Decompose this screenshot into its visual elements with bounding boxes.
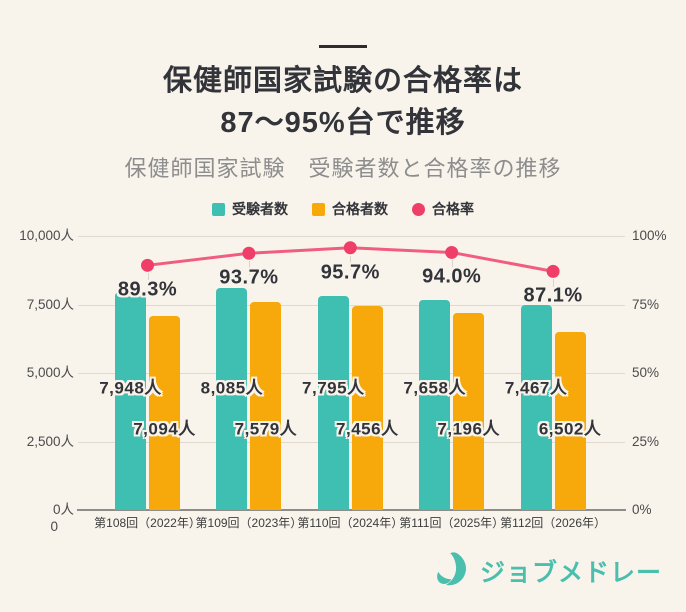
passers-bar (554, 331, 586, 510)
examinees-bar (317, 296, 349, 510)
pass-rate-label: 87.1% (523, 284, 583, 307)
legend-item-passers: 合格者数 (312, 199, 388, 219)
passers-value-label: 7,579人 (234, 419, 298, 439)
right-axis-tick-label: 25% (632, 433, 660, 449)
pass-rate-label: 95.7% (320, 261, 380, 284)
page-title-line2: 87〜95%台で推移 (220, 107, 466, 139)
pass-rate-label: 93.7% (219, 266, 279, 289)
pass-rate-dot-icon (412, 202, 425, 216)
gridline (78, 236, 625, 237)
x-axis-category-label: 第110回（2024年） (297, 516, 404, 530)
examinees-swatch-icon (212, 202, 225, 216)
left-axis-tick-label: 10,000人 (19, 228, 74, 243)
right-axis-tick-label: 75% (632, 296, 660, 312)
left-axis-tick-label: 2,500人 (26, 433, 74, 449)
examinees-value-label: 7,948人 (99, 378, 162, 398)
passers-bar (149, 315, 180, 510)
x-axis-category-label: 第108回（2022年） (94, 516, 201, 530)
legend-label: 合格率 (432, 201, 474, 217)
brand-footer: ジョブメドレー (435, 552, 662, 589)
rate-leader-line (553, 279, 555, 294)
x-axis-line (77, 509, 626, 511)
chart-subtitle: 保健師国家試験 受験者数と合格率の推移 (124, 156, 562, 181)
pass-rate-label: 94.0% (422, 265, 482, 288)
pass-rate-dot (546, 264, 560, 278)
gridline (78, 441, 625, 443)
examinees-bar (216, 288, 248, 510)
x-axis-category-label: 第112回（2026年） (500, 516, 607, 530)
examinees-bar (115, 292, 146, 510)
x-axis-category-label: 第109回（2023年） (195, 516, 303, 530)
job-medley-logo-text: ジョブメドレー (479, 558, 662, 587)
left-axis-tick-label: 0人 (52, 502, 74, 517)
passers-value-label: 7,456人 (336, 419, 399, 439)
legend-item-examinees: 受験者数 (212, 199, 288, 219)
pass-rate-dot (445, 245, 459, 259)
pass-rate-label: 89.3% (117, 278, 178, 301)
left-axis-tick-label: 7,500人 (26, 296, 74, 312)
legend-label: 合格者数 (332, 201, 388, 217)
examinees-value-label: 7,658人 (403, 378, 466, 398)
examinees-bar (520, 305, 552, 510)
legend-label: 受験者数 (232, 201, 288, 217)
passers-value-label: 7,196人 (437, 419, 500, 439)
title-accent-dash (319, 45, 367, 48)
pass-rate-dot (343, 241, 357, 255)
pass-rate-dot (242, 246, 256, 260)
passers-bar (453, 312, 485, 510)
examinees-bar (419, 300, 451, 510)
right-axis-tick-label: 50% (632, 365, 660, 380)
left-axis-origin-label: 0 (50, 519, 58, 534)
passers-bar (250, 302, 282, 510)
legend-item-pass-rate: 合格率 (412, 199, 474, 219)
right-axis-tick-label: 0% (632, 502, 652, 517)
examinees-value-label: 8,085人 (200, 378, 264, 398)
passers-value-label: 7,094人 (133, 419, 196, 439)
examinees-value-label: 7,467人 (504, 378, 568, 398)
gridline (78, 373, 625, 374)
passers-bar (351, 305, 383, 510)
passers-value-label: 6,502人 (538, 419, 602, 439)
examinees-value-label: 7,795人 (302, 378, 365, 398)
page-title-line1: 保健師国家試験の合格率は (162, 65, 523, 97)
right-axis-tick-label: 100% (632, 228, 667, 243)
rate-leader-line (147, 273, 149, 288)
chart-legend: 受験者数 合格者数 合格率 (0, 199, 686, 219)
gridline (78, 304, 625, 306)
pass-rate-dot (141, 258, 154, 272)
x-axis-category-label: 第111回（2025年） (399, 516, 505, 530)
left-axis-tick-label: 5,000人 (26, 365, 74, 380)
job-medley-logo-icon (437, 552, 467, 586)
passers-swatch-icon (312, 202, 325, 216)
